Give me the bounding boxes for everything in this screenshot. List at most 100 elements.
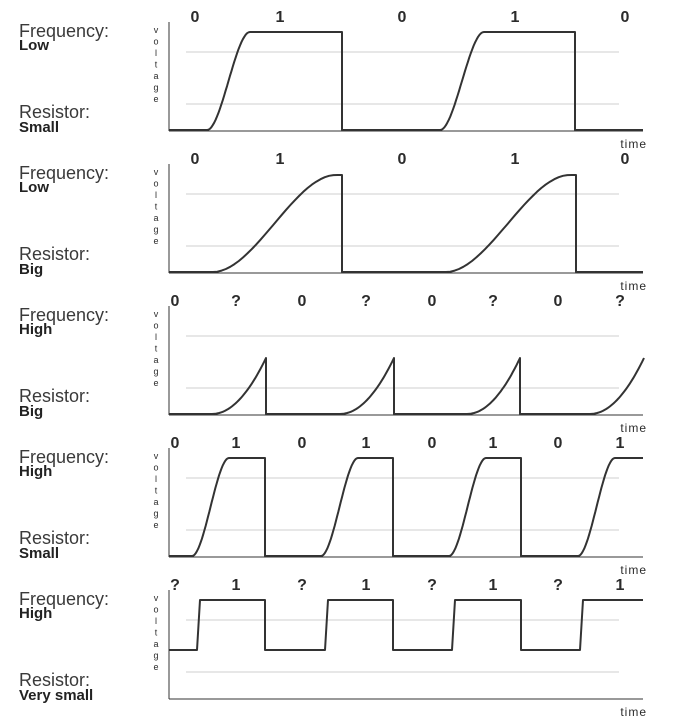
y-axis-letter: o: [153, 321, 158, 331]
y-axis-letter: l: [155, 474, 157, 484]
frequency-value: High: [19, 463, 53, 480]
y-axis-letter: t: [155, 202, 158, 212]
resistor-value: Big: [19, 261, 44, 278]
resistor-label: Resistor:: [19, 528, 91, 548]
bit-label: ?: [427, 577, 437, 594]
y-axis-letter: o: [153, 179, 158, 189]
voltage-waveform: [169, 357, 645, 415]
panel-low-small: Frequency: Low Resistor: Small v o l t a g e ti…: [0, 0, 674, 151]
y-axis-letter: g: [153, 651, 158, 661]
bit-label: 1: [232, 435, 241, 452]
bit-label: ?: [170, 577, 180, 594]
bit-label: ?: [361, 293, 371, 310]
panel-high-big: Frequency: High Resistor: Big v o l t a g e tim…: [0, 284, 674, 435]
frequency-label: Frequency:: [19, 163, 110, 183]
resistor-label: Resistor:: [19, 670, 91, 690]
y-axis-letter: a: [153, 497, 158, 507]
bit-label: 0: [554, 435, 563, 452]
x-axis-label: time: [620, 421, 647, 435]
y-axis-letter: e: [153, 378, 158, 388]
resistor-value: Small: [19, 545, 60, 562]
bit-label: 0: [191, 9, 200, 26]
bit-label: 0: [171, 293, 180, 310]
y-axis-letter: g: [153, 367, 158, 377]
bit-label: 1: [489, 435, 498, 452]
y-axis-letter: e: [153, 662, 158, 672]
y-axis-letter: e: [153, 236, 158, 246]
y-axis-letter: a: [153, 355, 158, 365]
bit-label: ?: [553, 577, 563, 594]
y-axis-letter: v: [154, 309, 159, 319]
bit-label: ?: [488, 293, 498, 310]
frequency-value: Low: [19, 37, 49, 54]
bit-label: 0: [621, 9, 630, 26]
y-axis-letter: t: [155, 344, 158, 354]
y-axis-letter: l: [155, 48, 157, 58]
y-axis-letter: t: [155, 60, 158, 70]
bit-label: 0: [298, 293, 307, 310]
bit-label: 0: [428, 435, 437, 452]
voltage-waveform: [169, 599, 643, 651]
y-axis-letter: v: [154, 167, 159, 177]
y-axis-letter: a: [153, 213, 158, 223]
y-axis-letter: l: [155, 332, 157, 342]
bit-label: 0: [398, 151, 407, 168]
bit-label: ?: [297, 577, 307, 594]
bit-label: 0: [554, 293, 563, 310]
y-axis-letter: e: [153, 520, 158, 530]
bit-label: 0: [171, 435, 180, 452]
resistor-value: Big: [19, 403, 44, 420]
bit-label: ?: [231, 293, 241, 310]
bit-label: ?: [615, 293, 625, 310]
y-axis-letter: a: [153, 639, 158, 649]
y-axis-letter: v: [154, 451, 159, 461]
y-axis-letter: t: [155, 486, 158, 496]
x-axis-label: time: [620, 705, 647, 719]
bit-label: 1: [511, 9, 520, 26]
bit-label: 1: [616, 577, 625, 594]
y-axis-letter: g: [153, 509, 158, 519]
resistor-value: Small: [19, 119, 60, 136]
x-axis-label: time: [620, 137, 647, 151]
panel-low-big: Frequency: Low Resistor: Big v o l t a g e time…: [0, 142, 674, 293]
resistor-label: Resistor:: [19, 102, 91, 122]
bit-label: 1: [489, 577, 498, 594]
y-axis-letter: o: [153, 37, 158, 47]
voltage-waveform: [169, 174, 643, 273]
frequency-label: Frequency:: [19, 305, 110, 325]
y-axis-letter: l: [155, 190, 157, 200]
bit-label: 0: [298, 435, 307, 452]
y-axis-letter: v: [154, 593, 159, 603]
y-axis-letter: g: [153, 83, 158, 93]
bit-label: 1: [276, 9, 285, 26]
y-axis-letter: e: [153, 94, 158, 104]
x-axis-label: time: [620, 279, 647, 293]
bit-label: 1: [232, 577, 241, 594]
frequency-label: Frequency:: [19, 589, 110, 609]
y-axis-letter: o: [153, 605, 158, 615]
voltage-waveform: [169, 457, 643, 557]
x-axis-label: time: [620, 563, 647, 577]
bit-label: 1: [511, 151, 520, 168]
y-axis-letter: a: [153, 71, 158, 81]
frequency-value: High: [19, 605, 53, 622]
resistor-value: Very small: [19, 687, 94, 704]
y-axis-letter: g: [153, 225, 158, 235]
bit-label: 1: [362, 435, 371, 452]
bit-label: 0: [621, 151, 630, 168]
bit-label: 1: [616, 435, 625, 452]
voltage-waveform: [169, 31, 643, 131]
frequency-value: Low: [19, 179, 49, 196]
bit-label: 1: [362, 577, 371, 594]
bit-label: 1: [276, 151, 285, 168]
y-axis-letter: t: [155, 628, 158, 638]
frequency-label: Frequency:: [19, 447, 110, 467]
frequency-value: High: [19, 321, 53, 338]
bit-label: 0: [398, 9, 407, 26]
bit-label: 0: [428, 293, 437, 310]
